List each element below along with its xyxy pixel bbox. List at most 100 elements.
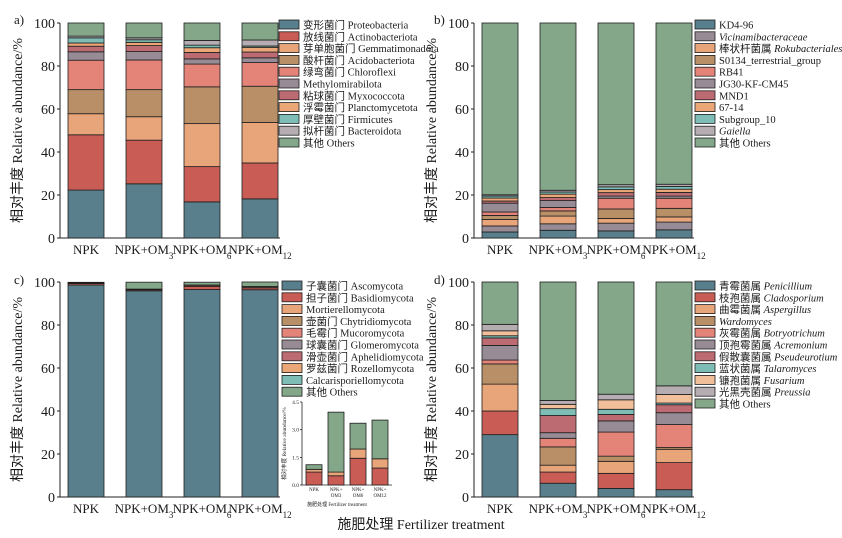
legend-swatch bbox=[694, 304, 716, 315]
panel-b: b) 0 20 40 60 80 100 相对丰度 Relative abundance/% N… bbox=[424, 12, 842, 261]
legend-swatch bbox=[281, 280, 303, 291]
inset-bar-segment bbox=[349, 422, 367, 450]
inset-x-tick-label: OM12 bbox=[373, 494, 387, 499]
x-tick-label: NPK bbox=[73, 242, 100, 257]
legend-swatch bbox=[694, 363, 716, 374]
inset-y-tick-label: 1.5 bbox=[292, 455, 299, 461]
inset-bar-segment bbox=[305, 468, 323, 473]
legend-label: Subgroup_10 bbox=[719, 115, 776, 126]
bar-segment bbox=[655, 489, 693, 498]
bar-segment bbox=[655, 462, 693, 491]
legend-label: 变形菌门 Proteobacteria bbox=[303, 19, 409, 32]
legend-label: 蓝状菌属 Talaromyces bbox=[719, 362, 817, 375]
bar-segment bbox=[655, 229, 693, 239]
y-tick-label: 40 bbox=[455, 146, 469, 161]
inset-bar-segment bbox=[305, 471, 323, 486]
bar-segment bbox=[481, 281, 519, 325]
figure-x-title: 施肥处理 Fertilizer treatment bbox=[337, 518, 505, 533]
legend-swatch bbox=[694, 280, 716, 291]
bar-segment bbox=[539, 281, 577, 401]
y-tick-label: 80 bbox=[41, 60, 55, 75]
legend-swatch bbox=[278, 137, 300, 148]
legend-swatch bbox=[694, 339, 716, 350]
bar-segment bbox=[183, 58, 221, 65]
bar-segment bbox=[241, 39, 279, 47]
bar-segment bbox=[241, 62, 279, 87]
legend-swatch bbox=[281, 292, 303, 303]
bar-segment bbox=[597, 408, 635, 415]
bar-segment bbox=[539, 207, 577, 212]
legend-swatch bbox=[278, 66, 300, 77]
bar-segment bbox=[481, 410, 519, 436]
legend-swatch bbox=[694, 327, 716, 338]
legend-label: 毛霉门 Mucoromycota bbox=[306, 327, 405, 340]
bar-segment bbox=[183, 201, 221, 239]
bar-segment bbox=[125, 45, 163, 52]
bar-segment bbox=[183, 123, 221, 168]
bar-segment bbox=[539, 432, 577, 439]
bar-segment bbox=[183, 22, 221, 41]
bar-segment bbox=[481, 215, 519, 220]
bar-segment bbox=[241, 281, 279, 287]
bar-segment bbox=[597, 399, 635, 410]
legend-label: 厚壁菌门 Firmicutes bbox=[303, 113, 393, 126]
bar-segment bbox=[67, 113, 105, 136]
inset-x-label: 施肥处理 Fertilizer treatment bbox=[307, 501, 367, 508]
y-tick-label: 80 bbox=[455, 60, 469, 75]
bar-segment bbox=[539, 215, 577, 225]
bar-segment bbox=[539, 415, 577, 434]
legend-label: Gaiella bbox=[719, 127, 751, 138]
bar-segment bbox=[655, 448, 693, 463]
bar-segment bbox=[539, 229, 577, 239]
bar-segment bbox=[67, 59, 105, 91]
x-tick-label: NPK+OM12 bbox=[228, 501, 291, 520]
y-axis-label: 相对丰度 Relative abundance/% bbox=[10, 297, 26, 482]
legend-swatch bbox=[281, 374, 303, 385]
y-tick-label: 40 bbox=[41, 405, 55, 420]
panel-label: c) bbox=[14, 272, 24, 287]
legend-swatch bbox=[694, 90, 716, 101]
legend-label: 其他 Others bbox=[719, 137, 771, 150]
inset-bar-segment bbox=[349, 448, 367, 459]
bar-segment bbox=[183, 52, 221, 60]
bar-segment bbox=[597, 186, 635, 191]
x-tick-label: NPK+OM3 bbox=[115, 242, 174, 261]
legend-label: 球囊菌门 Glomeromycota bbox=[306, 339, 419, 352]
bar-segment bbox=[481, 323, 519, 332]
x-tick-label: NPK+OM12 bbox=[228, 242, 291, 261]
bar-segment bbox=[597, 197, 635, 210]
inset-x-tick-label: OM6 bbox=[353, 494, 364, 499]
x-tick-label: NPK+OM6 bbox=[173, 242, 232, 261]
legend-swatch bbox=[281, 386, 303, 397]
y-tick-label: 20 bbox=[455, 448, 469, 463]
bar-segment bbox=[241, 289, 279, 498]
panel-label: b) bbox=[434, 12, 445, 27]
legend-label: 罗兹菌门 Rozellomycota bbox=[306, 362, 415, 375]
x-tick-label: NPK bbox=[73, 501, 100, 516]
inset-x-tick-label: NPK+ bbox=[374, 488, 387, 493]
y-axis-label: 相对丰度 Relative abundance/% bbox=[424, 38, 440, 223]
bar-segment bbox=[67, 22, 105, 37]
legend-label: Methylomirabilota bbox=[303, 80, 382, 91]
bar-segment bbox=[597, 460, 635, 474]
legend-swatch bbox=[281, 304, 303, 315]
bar-segment bbox=[597, 455, 635, 462]
bar-segment bbox=[597, 487, 635, 498]
bar-segment bbox=[655, 221, 693, 231]
bar-segment bbox=[655, 216, 693, 223]
y-tick-label: 100 bbox=[34, 17, 55, 32]
bar-segment bbox=[481, 363, 519, 385]
bar-segment bbox=[539, 210, 577, 217]
inset-x-tick-label: NPK+ bbox=[330, 488, 343, 493]
bar-segment bbox=[655, 404, 693, 414]
y-tick-label: 80 bbox=[41, 319, 55, 334]
legend-label: 青霉菌属 Penicillium bbox=[719, 280, 812, 293]
legend-swatch bbox=[278, 78, 300, 89]
legend-label: 其他 Others bbox=[303, 137, 355, 150]
x-tick-label: NPK+OM6 bbox=[587, 501, 646, 520]
inset-bar-segment bbox=[349, 457, 367, 486]
bar-segment bbox=[597, 208, 635, 219]
bar-segment bbox=[655, 394, 693, 404]
